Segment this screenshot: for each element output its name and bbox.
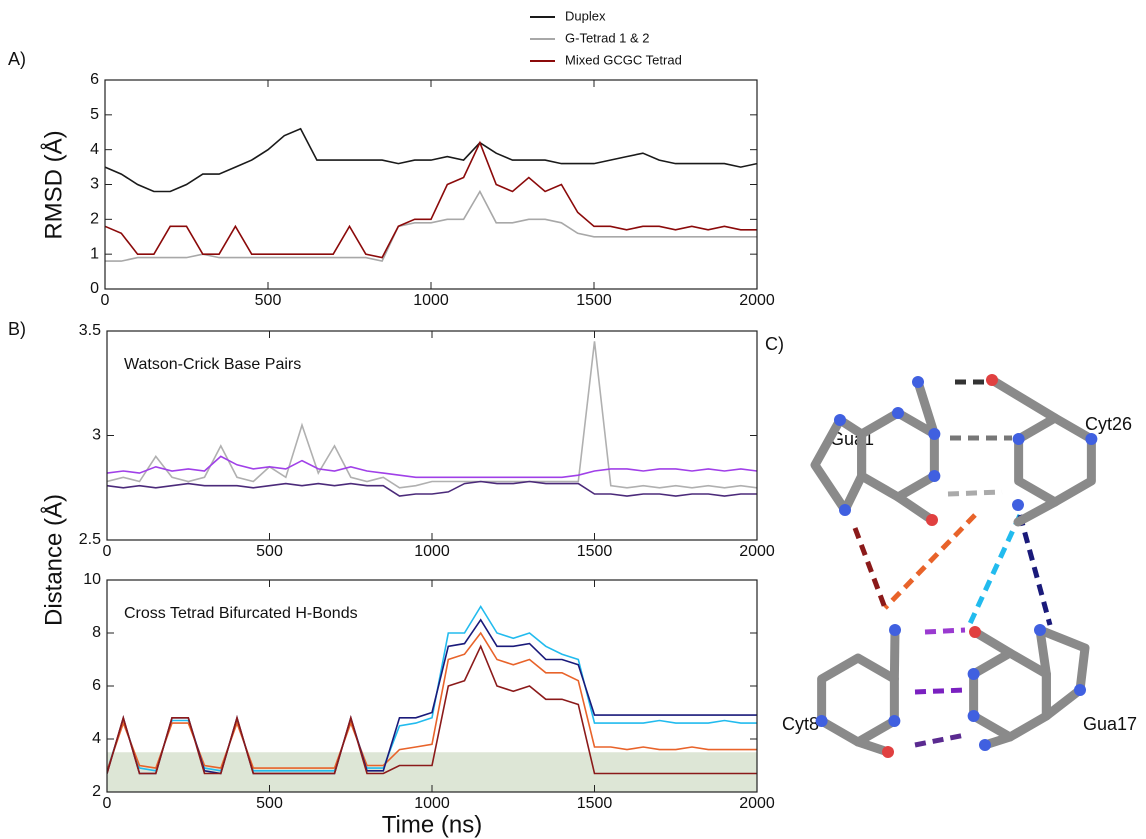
y-axis-label: Distance (Å): [39, 494, 67, 626]
atom: [928, 470, 940, 482]
page: A) B) C) RMSD (Å) Distance (Å) Time (ns)…: [0, 0, 1146, 839]
atom: [1074, 684, 1086, 696]
atom: [1013, 433, 1025, 445]
bond-ring: [974, 653, 1047, 737]
bond-ring: [1019, 418, 1092, 502]
atom: [979, 739, 991, 751]
atom: [882, 746, 894, 758]
chart-title: Watson-Crick Base Pairs: [124, 356, 301, 373]
atom: [816, 715, 828, 727]
x-tick-label: 0: [103, 795, 112, 812]
y-tick-label: 6: [90, 71, 99, 88]
y-tick-label: 2: [92, 783, 101, 800]
atom: [889, 624, 901, 636]
y-tick-label: 3.5: [79, 322, 101, 339]
x-tick-label: 2000: [739, 543, 775, 560]
x-tick-label: 0: [101, 292, 110, 309]
chart: 0 500 1000 1500 2000 2 4 6 8 10 Cross Tetrad Bifur…: [83, 571, 775, 812]
x-tick-label: 1000: [414, 543, 450, 560]
atom: [968, 668, 980, 680]
y-tick-label: 2: [90, 211, 99, 228]
chart: 0 500 1000 1500 2000 0 1 2 3 4 5 6 Duplex G-Tetrad 1 …: [90, 8, 775, 309]
series-line: [107, 620, 757, 774]
x-tick-label: 2000: [739, 795, 775, 812]
x-axis-label: Time (ns): [382, 811, 482, 838]
residue-label: Cyt8: [782, 714, 819, 734]
x-tick-label: 1000: [414, 795, 450, 812]
series-line: [107, 456, 757, 477]
series-group: [105, 129, 757, 261]
y-tick-label: 10: [83, 571, 101, 588]
atom: [1012, 499, 1024, 511]
y-tick-label: 5: [90, 106, 99, 123]
y-tick-label: 4: [90, 141, 99, 158]
y-axis-label: RMSD (Å): [39, 130, 67, 239]
bond: [975, 632, 1010, 653]
bond-ring: [822, 658, 895, 742]
y-tick-label: 0: [90, 280, 99, 297]
x-tick-label: 500: [255, 292, 282, 309]
atom: [986, 374, 998, 386]
h-bond: [885, 515, 975, 608]
figure: A) B) C) RMSD (Å) Distance (Å) Time (ns)…: [0, 0, 1146, 839]
legend-label: G-Tetrad 1 & 2: [565, 30, 650, 45]
atom: [888, 715, 900, 727]
panel-label: A): [8, 49, 26, 69]
atom: [928, 428, 940, 440]
series-line: [107, 633, 757, 771]
bond: [898, 497, 932, 520]
h-bond: [948, 492, 1002, 494]
bond: [894, 630, 895, 679]
atom: [834, 414, 846, 426]
y-tick-label: 2.5: [79, 531, 101, 548]
panel-label: B): [8, 319, 26, 339]
residue-label: Cyt26: [1085, 414, 1132, 434]
legend-label: Duplex: [565, 8, 606, 23]
panel-label: C): [765, 334, 784, 354]
h-bond: [1020, 515, 1050, 625]
atom: [968, 710, 980, 722]
y-tick-label: 1: [90, 245, 99, 262]
molecule-diagram: Gua1 Cyt26 Cyt8 Gua17: [782, 374, 1137, 758]
atom: [912, 376, 924, 388]
bond: [992, 380, 1055, 418]
x-tick-label: 1500: [576, 292, 612, 309]
h-bond: [968, 515, 1020, 628]
atom: [926, 514, 938, 526]
h-bond: [925, 630, 965, 632]
x-tick-label: 0: [103, 543, 112, 560]
atom: [892, 407, 904, 419]
series-group: [107, 607, 757, 774]
x-tick-label: 500: [256, 543, 283, 560]
residue-label: Gua17: [1083, 714, 1137, 734]
legend-label: Mixed GCGC Tetrad: [565, 52, 682, 67]
atom: [1085, 433, 1097, 445]
plot-frame: [105, 80, 757, 289]
y-tick-label: 6: [92, 677, 101, 694]
h-bond: [915, 690, 965, 692]
atom: [1034, 624, 1046, 636]
y-tick-label: 8: [92, 624, 101, 641]
h-bond: [855, 528, 885, 608]
chart-title: Cross Tetrad Bifurcated H-Bonds: [124, 605, 358, 622]
bond-ring: [1040, 630, 1085, 716]
x-tick-label: 1000: [413, 292, 449, 309]
x-tick-label: 2000: [739, 292, 775, 309]
atom: [839, 504, 851, 516]
x-tick-label: 1500: [577, 543, 613, 560]
bond-ring: [862, 413, 935, 497]
chart: 0 500 1000 1500 2000 2.5 3 3.5 Watson-Crick Base…: [79, 322, 775, 560]
atom: [969, 626, 981, 638]
series-line: [107, 482, 757, 497]
series-line: [105, 129, 757, 192]
y-tick-label: 3: [92, 427, 101, 444]
x-tick-label: 500: [256, 795, 283, 812]
x-tick-label: 1500: [577, 795, 613, 812]
y-tick-label: 4: [92, 730, 101, 747]
y-tick-label: 3: [90, 176, 99, 193]
h-bond: [915, 735, 965, 745]
series-line: [107, 607, 757, 771]
